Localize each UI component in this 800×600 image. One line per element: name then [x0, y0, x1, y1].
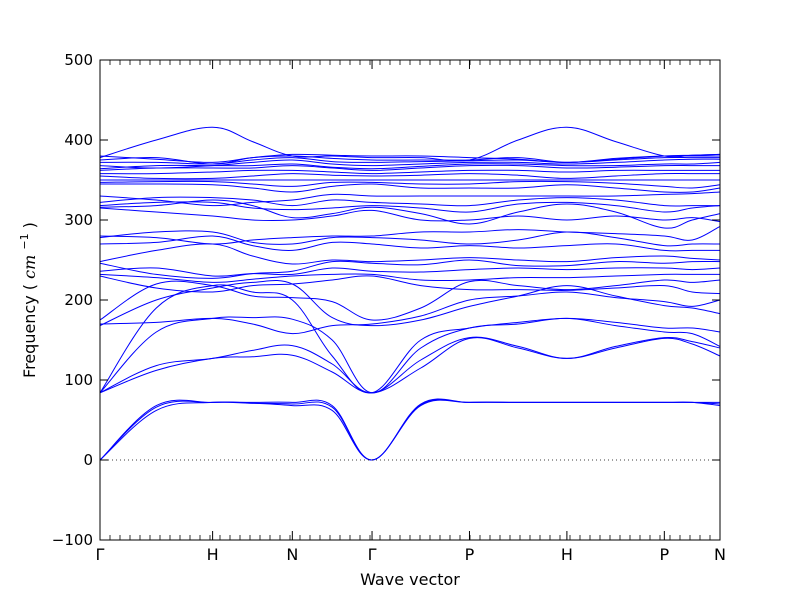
- x-tick-label: H: [207, 545, 219, 564]
- y-tick-label: 200: [64, 291, 93, 309]
- y-tick-label: 300: [64, 211, 93, 229]
- band-line-3: [99, 399, 721, 461]
- band-line-4: [99, 337, 721, 394]
- band-line-10: [99, 279, 721, 321]
- band-line-9: [99, 291, 721, 335]
- x-tick-label: P: [465, 545, 475, 564]
- band-line-24: [99, 183, 721, 194]
- band-line-20: [99, 199, 721, 229]
- band-line-25: [99, 180, 721, 189]
- y-axis-label-open-paren: (: [20, 284, 39, 290]
- y-tick-label: 100: [64, 371, 93, 389]
- y-axis-label-unit-exp: −1: [18, 233, 31, 249]
- band-line-5: [99, 336, 721, 394]
- band-line-30: [99, 161, 721, 170]
- band-line-18: [99, 225, 721, 245]
- y-axis-ticks: −100 0 100 200 300 400 500: [52, 51, 720, 549]
- y-tick-label: −100: [52, 531, 93, 549]
- band-line-7: [99, 284, 721, 394]
- band-line-6: [99, 316, 721, 394]
- band-line-8: [99, 280, 721, 327]
- band-line-27: [99, 172, 720, 180]
- y-axis-label-close-paren: ): [20, 222, 39, 228]
- y-tick-label: 0: [83, 451, 93, 469]
- y-axis-label: Frequency ( cm −1 ): [13, 222, 39, 378]
- series-lines: [99, 126, 721, 461]
- band-line-34: [99, 126, 721, 162]
- band-line-13: [99, 267, 721, 277]
- band-line-2: [99, 399, 721, 461]
- y-tick-label: 400: [64, 131, 93, 149]
- plot-frame: [99, 59, 721, 541]
- band-line-15: [99, 243, 721, 265]
- x-tick-label: Γ: [96, 545, 105, 564]
- band-line-1: [99, 398, 720, 461]
- x-tick-label: N: [714, 545, 726, 564]
- x-tick-label: Γ: [368, 545, 377, 564]
- band-line-35: [99, 153, 721, 163]
- x-tick-label: N: [286, 545, 298, 564]
- band-line-17: [99, 230, 721, 247]
- band-line-16: [99, 235, 720, 252]
- x-tick-label: P: [659, 545, 669, 564]
- band-line-23: [99, 191, 721, 207]
- y-axis-label-unit: cm: [20, 255, 39, 279]
- band-line-31: [99, 158, 721, 169]
- band-line-14: [99, 259, 721, 279]
- band-line-12: [99, 273, 720, 283]
- band-line-29: [99, 164, 720, 171]
- x-tick-label: H: [561, 545, 573, 564]
- band-line-28: [99, 169, 720, 175]
- band-line-22: [99, 196, 720, 207]
- band-line-11: [99, 275, 721, 295]
- y-axis-label-text: Frequency: [20, 295, 39, 378]
- band-line-19: [99, 207, 721, 223]
- band-line-21: [99, 201, 721, 213]
- x-axis-label: Wave vector: [360, 570, 460, 589]
- y-tick-label: 500: [64, 51, 93, 69]
